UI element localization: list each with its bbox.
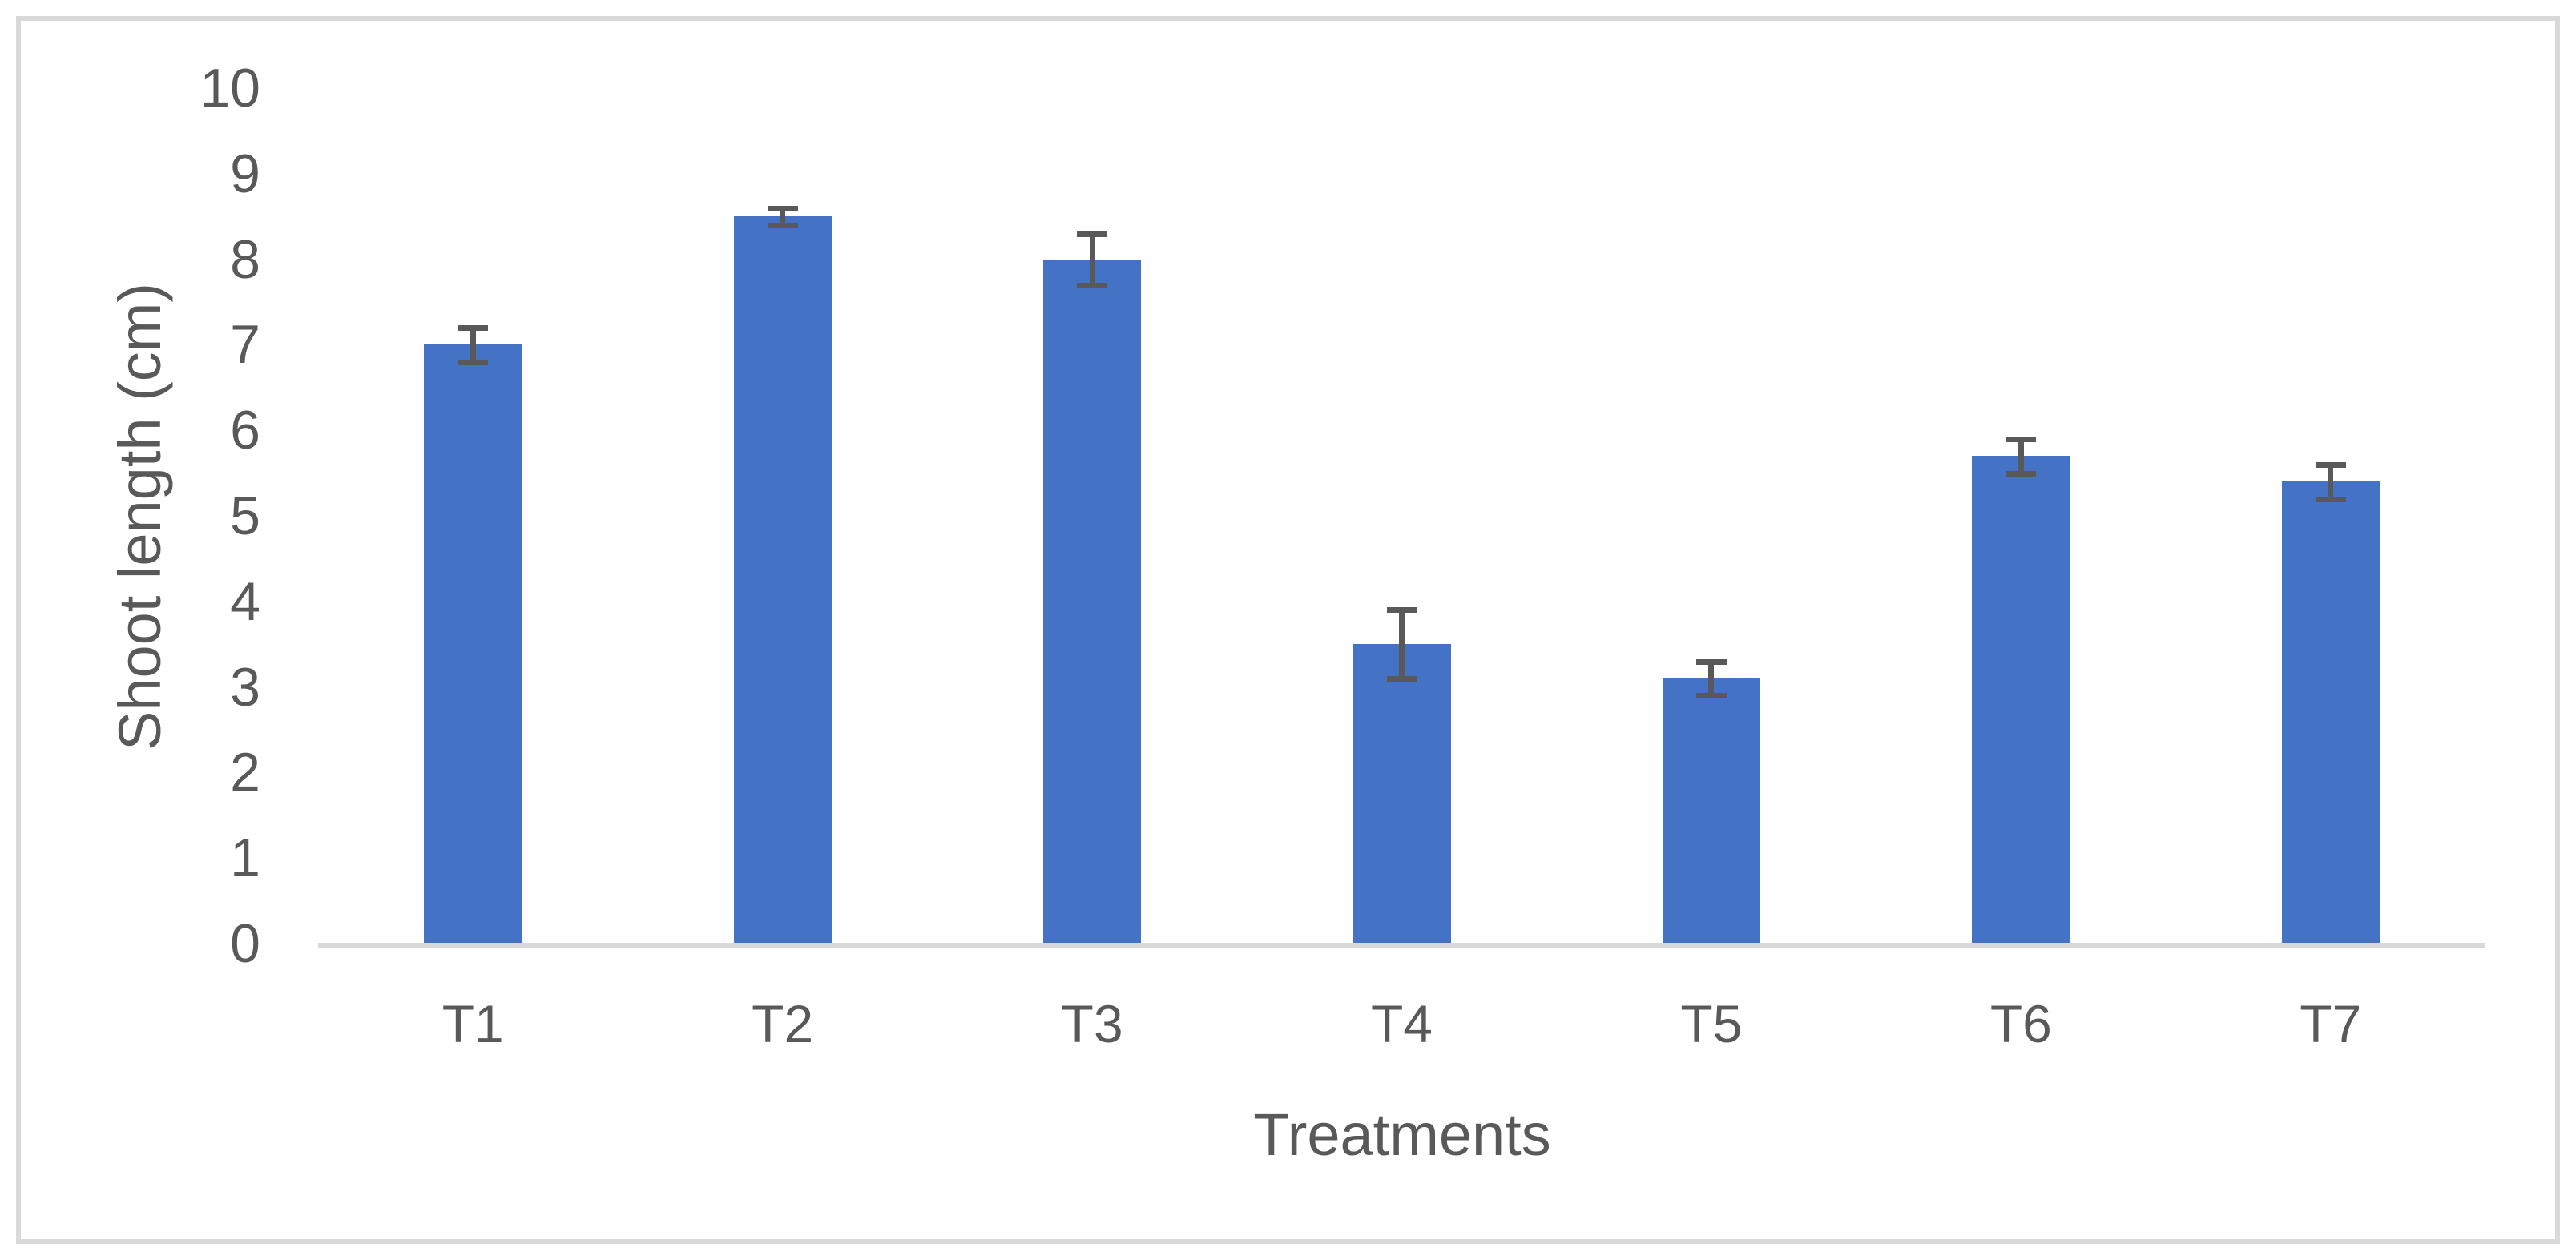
x-category-label-T5: T5 [1680,994,1743,1053]
x-category-label-T6: T6 [1989,994,2052,1053]
error-bar-top-cap-T3 [1077,231,1108,237]
bar-T1 [424,344,522,943]
error-bar-top-cap-T7 [2315,461,2346,468]
y-tick-label: 2 [230,742,260,803]
y-tick-label: 4 [230,570,260,632]
x-category-label-T1: T1 [441,994,504,1053]
x-category-label-T3: T3 [1061,994,1123,1053]
error-bar-top-cap-T5 [1695,658,1727,665]
x-category-label-T4: T4 [1370,994,1433,1053]
error-bar-T7 [2328,464,2334,499]
error-bar-bottom-cap-T2 [767,222,798,228]
error-bar-T5 [1708,661,1715,696]
y-tick-label: 8 [230,228,260,290]
y-tick-label: 0 [230,913,260,974]
y-tick-label: 6 [230,400,260,461]
x-axis-title: Treatments [1253,1101,1551,1168]
error-bar-bottom-cap-T3 [1077,282,1108,288]
x-category-label-T2: T2 [752,994,814,1053]
y-tick-label: 1 [230,827,260,889]
error-bar-top-cap-T4 [1386,607,1417,614]
error-bar-T6 [2018,438,2024,473]
error-bar-bottom-cap-T4 [1386,675,1417,682]
bar-T3 [1043,259,1142,943]
y-tick-label: 9 [230,143,260,204]
error-bar-top-cap-T6 [2006,436,2037,442]
bar-T7 [2281,481,2380,943]
bar-T2 [733,216,832,943]
x-axis-line [318,943,2485,948]
error-bar-bottom-cap-T1 [458,359,489,365]
y-tick-label: 5 [230,485,260,546]
error-bar-T1 [470,328,476,362]
error-bar-bottom-cap-T7 [2315,496,2346,502]
error-bar-bottom-cap-T5 [1695,693,1727,699]
error-bar-top-cap-T1 [458,325,489,332]
bar-T6 [1972,456,2070,943]
y-tick-label: 3 [230,656,260,718]
chart-frame [16,16,2560,1244]
error-bar-T3 [1089,233,1095,285]
x-category-label-T7: T7 [2300,994,2362,1053]
bar-T5 [1662,678,1760,943]
y-tick-label: 7 [230,314,260,376]
error-bar-T4 [1399,610,1405,678]
error-bar-T2 [780,207,786,225]
bar-T4 [1353,644,1451,943]
error-bar-bottom-cap-T6 [2006,470,2037,477]
y-tick-label: 10 [200,58,260,119]
error-bar-top-cap-T2 [767,205,798,211]
